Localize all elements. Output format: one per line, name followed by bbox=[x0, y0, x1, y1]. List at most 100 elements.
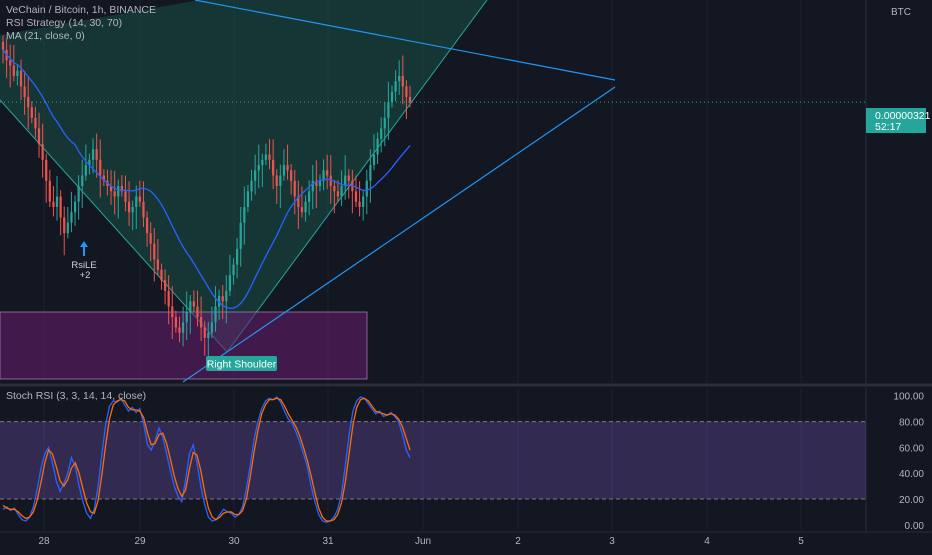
candle-body bbox=[347, 175, 350, 181]
candle-body bbox=[369, 165, 372, 181]
candle-body bbox=[88, 159, 91, 166]
candle-body bbox=[221, 296, 224, 302]
candle-body bbox=[408, 96, 412, 103]
candle-body bbox=[340, 186, 343, 197]
stoch-legend[interactable]: Stoch RSI (3, 3, 14, 14, close) bbox=[6, 390, 146, 403]
currency-label: BTC bbox=[891, 7, 911, 18]
candle-body bbox=[243, 206, 246, 223]
candle-body bbox=[156, 259, 159, 270]
time-tick-label: Jun bbox=[415, 536, 431, 547]
candle-body bbox=[286, 165, 289, 171]
candle-body bbox=[214, 306, 217, 323]
candle-body bbox=[272, 159, 275, 176]
symbol-title[interactable]: VeChain / Bitcoin, 1h, BINANCE bbox=[6, 4, 156, 16]
candle-body bbox=[282, 165, 286, 176]
candle-body bbox=[45, 159, 48, 181]
main-legend[interactable]: VeChain / Bitcoin, 1h, BINANCE RSI Strat… bbox=[6, 4, 156, 43]
candle-body bbox=[333, 186, 336, 192]
candle-body bbox=[127, 201, 131, 213]
candle-body bbox=[59, 196, 62, 218]
candle-body bbox=[293, 180, 296, 197]
candle-body bbox=[192, 301, 196, 307]
candle-body bbox=[250, 180, 253, 192]
pattern-area[interactable] bbox=[0, 0, 487, 352]
candle-body bbox=[102, 175, 105, 181]
candle-body bbox=[167, 290, 170, 307]
candle-body bbox=[315, 180, 318, 187]
stoch-tick-label: 20.00 bbox=[899, 495, 924, 506]
candle-body bbox=[326, 170, 329, 176]
candle-body bbox=[153, 243, 156, 260]
time-tick-label: 4 bbox=[704, 536, 710, 547]
candle-body bbox=[73, 201, 77, 213]
stoch-legend-text[interactable]: Stoch RSI (3, 3, 14, 14, close) bbox=[6, 390, 147, 402]
candle-body bbox=[174, 317, 178, 328]
stoch-tick-label: 0.00 bbox=[905, 521, 925, 532]
candle-body bbox=[311, 180, 314, 192]
candle-body bbox=[1, 41, 5, 50]
stoch-series-line bbox=[2, 396, 411, 523]
candle-body bbox=[30, 107, 33, 118]
candle-body bbox=[189, 301, 192, 312]
last-price-tag bbox=[866, 108, 926, 133]
time-tick-label: 30 bbox=[228, 536, 240, 547]
candle-body bbox=[199, 317, 203, 328]
candle-body bbox=[181, 322, 185, 333]
candle-body bbox=[235, 248, 239, 265]
candle-body bbox=[135, 196, 138, 207]
candle-body bbox=[228, 275, 232, 291]
candle-body bbox=[23, 86, 26, 97]
candle-body bbox=[365, 180, 368, 197]
candle-body bbox=[9, 60, 12, 66]
candle-body bbox=[394, 81, 397, 92]
candle-body bbox=[99, 159, 102, 176]
candle-body bbox=[37, 128, 41, 145]
candle-body bbox=[109, 186, 113, 192]
time-tick-label: 28 bbox=[38, 536, 50, 547]
candle-body bbox=[70, 212, 73, 223]
time-tick-label: 2 bbox=[515, 536, 521, 547]
candle-body bbox=[91, 149, 95, 160]
candle-body bbox=[131, 206, 134, 213]
candle-body bbox=[171, 306, 174, 318]
candle-body bbox=[297, 196, 300, 207]
support-trend-line[interactable] bbox=[182, 86, 616, 383]
candle-body bbox=[178, 327, 181, 333]
candle-body bbox=[19, 70, 23, 87]
candle-body bbox=[138, 196, 141, 202]
ma-legend[interactable]: MA (21, close, 0) bbox=[6, 30, 85, 42]
candle-body bbox=[300, 206, 304, 213]
candle-body bbox=[239, 222, 242, 249]
pattern-label-box[interactable] bbox=[206, 356, 277, 371]
time-tick-label: 29 bbox=[134, 536, 146, 547]
candle-body bbox=[160, 269, 163, 281]
candle-body bbox=[322, 170, 325, 181]
stoch-series-line bbox=[2, 397, 411, 522]
countdown-value: 52:17 bbox=[875, 121, 901, 133]
rsi-strategy-legend[interactable]: RSI Strategy (14, 30, 70) bbox=[6, 17, 123, 29]
stoch-tick-label: 60.00 bbox=[899, 443, 924, 454]
signal-quantity: +2 bbox=[80, 270, 91, 281]
resistance-trend-line[interactable] bbox=[194, 0, 616, 81]
time-tick-label: 3 bbox=[609, 536, 615, 547]
signal-label: RsiLE bbox=[71, 260, 96, 271]
candle-body bbox=[290, 170, 293, 181]
candle-body bbox=[163, 280, 167, 291]
candle-body bbox=[390, 91, 394, 103]
candle-body bbox=[117, 186, 120, 197]
candle-body bbox=[246, 191, 250, 207]
candle-body bbox=[405, 86, 408, 97]
candle-body bbox=[358, 201, 361, 207]
pattern-label[interactable]: Right Shoulder bbox=[207, 359, 277, 371]
candle-body bbox=[16, 70, 19, 76]
candle-body bbox=[275, 175, 278, 187]
candle-body bbox=[387, 102, 390, 118]
candle-body bbox=[185, 311, 188, 323]
candle-body bbox=[383, 117, 386, 129]
candle-body bbox=[84, 165, 87, 176]
candle-body bbox=[329, 175, 332, 187]
candle-body bbox=[149, 233, 152, 244]
stoch-tick-label: 40.00 bbox=[899, 469, 924, 480]
